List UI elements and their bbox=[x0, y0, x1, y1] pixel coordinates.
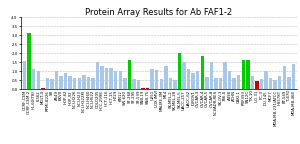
Bar bbox=[50, 79, 54, 89]
Bar bbox=[237, 75, 240, 89]
Bar bbox=[251, 76, 254, 89]
Bar bbox=[118, 71, 122, 89]
Bar bbox=[160, 79, 163, 89]
Bar bbox=[128, 60, 131, 89]
Bar bbox=[273, 80, 277, 89]
Bar bbox=[246, 60, 250, 89]
Bar bbox=[28, 33, 31, 89]
Bar bbox=[114, 71, 117, 89]
Bar bbox=[41, 88, 45, 89]
Bar bbox=[59, 76, 63, 89]
Bar bbox=[264, 71, 268, 89]
Bar bbox=[260, 79, 263, 89]
Bar bbox=[287, 77, 290, 89]
Bar bbox=[73, 78, 76, 89]
Bar bbox=[228, 71, 231, 89]
Bar bbox=[187, 70, 190, 89]
Bar bbox=[105, 68, 108, 89]
Bar bbox=[32, 70, 35, 89]
Bar bbox=[191, 73, 195, 89]
Bar bbox=[151, 70, 154, 89]
Bar bbox=[141, 88, 145, 89]
Bar bbox=[201, 56, 204, 89]
Bar bbox=[110, 68, 113, 89]
Bar bbox=[96, 62, 99, 89]
Bar bbox=[155, 70, 158, 89]
Bar bbox=[132, 79, 136, 89]
Bar bbox=[23, 61, 26, 89]
Bar bbox=[178, 53, 181, 89]
Bar bbox=[55, 71, 58, 89]
Bar bbox=[196, 71, 200, 89]
Bar bbox=[173, 80, 177, 89]
Bar bbox=[232, 78, 236, 89]
Bar bbox=[46, 78, 49, 89]
Bar bbox=[182, 62, 186, 89]
Bar bbox=[78, 78, 81, 89]
Bar bbox=[242, 60, 245, 89]
Bar bbox=[210, 62, 213, 89]
Bar bbox=[146, 88, 149, 89]
Bar bbox=[123, 78, 127, 89]
Bar bbox=[169, 78, 172, 89]
Bar bbox=[37, 71, 40, 89]
Bar bbox=[269, 78, 272, 89]
Bar bbox=[205, 77, 208, 89]
Bar bbox=[137, 80, 140, 89]
Bar bbox=[255, 81, 259, 89]
Bar bbox=[100, 66, 104, 89]
Bar bbox=[164, 66, 167, 89]
Bar bbox=[87, 77, 90, 89]
Bar bbox=[91, 78, 95, 89]
Bar bbox=[68, 76, 72, 89]
Bar bbox=[292, 64, 295, 89]
Bar bbox=[64, 73, 67, 89]
Bar bbox=[278, 76, 281, 89]
Bar bbox=[214, 78, 218, 89]
Bar bbox=[223, 62, 227, 89]
Bar bbox=[219, 78, 222, 89]
Bar bbox=[283, 66, 286, 89]
Title: Protein Array Results for Ab FAF1-2: Protein Array Results for Ab FAF1-2 bbox=[85, 7, 232, 17]
Bar bbox=[82, 75, 85, 89]
